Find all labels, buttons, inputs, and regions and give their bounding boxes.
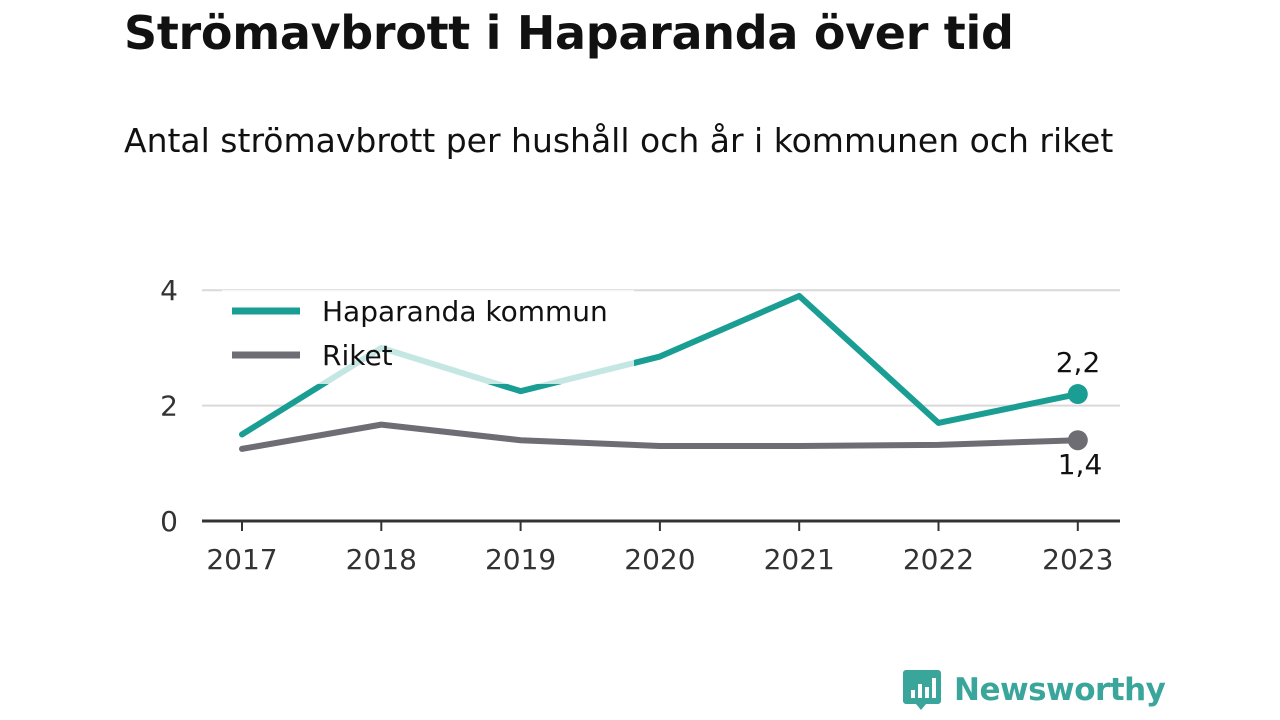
y-tick-label: 4 [160, 274, 178, 307]
logo-text: Newsworthy [954, 672, 1166, 708]
end-labels: 2,2 1,4 [1056, 346, 1103, 481]
legend: Haparanda kommun Riket [222, 290, 634, 384]
chart-title: Strömavbrott i Haparanda över tid [124, 6, 1014, 60]
end-label-riket: 1,4 [1058, 448, 1103, 481]
x-tick-label: 2021 [764, 543, 835, 576]
bar-chart-speech-bubble-icon [903, 670, 941, 710]
y-tick-label: 0 [160, 505, 178, 538]
y-tick-label: 2 [160, 390, 178, 423]
end-point-riket [1067, 430, 1088, 451]
x-tick-label: 2020 [624, 543, 695, 576]
legend-background [222, 290, 634, 384]
series-line-riket [239, 421, 1081, 452]
x-axis-ticks: 2017 2018 2019 2020 2021 2022 2023 [206, 521, 1113, 576]
legend-label-haparanda: Haparanda kommun [322, 295, 608, 328]
x-tick-label: 2019 [485, 543, 556, 576]
end-label-haparanda: 2,2 [1056, 346, 1101, 379]
y-axis-ticks: 0 2 4 [160, 274, 178, 538]
x-tick-label: 2023 [1042, 543, 1113, 576]
newsworthy-logo: Newsworthy [902, 668, 1166, 712]
end-point-haparanda [1067, 384, 1088, 405]
x-tick-label: 2017 [206, 543, 277, 576]
x-tick-label: 2018 [346, 543, 417, 576]
legend-label-riket: Riket [322, 339, 393, 372]
x-tick-label: 2022 [903, 543, 974, 576]
line-chart: 0 2 4 2017 2018 2019 2020 2021 2022 2023 Haparan… [160, 274, 1120, 576]
chart-subtitle: Antal strömavbrott per hushåll och år i … [124, 121, 1114, 160]
